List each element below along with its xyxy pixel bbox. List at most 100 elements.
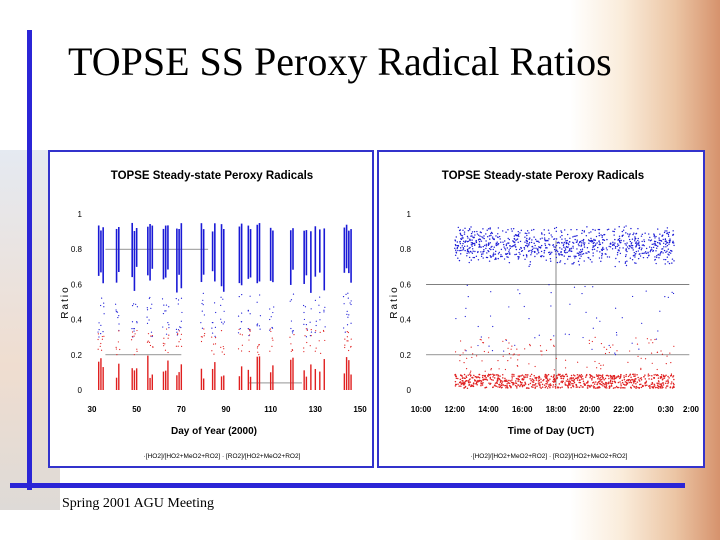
series-2-point xyxy=(459,360,461,362)
series-1-point xyxy=(499,238,501,240)
series-1-point xyxy=(632,255,635,257)
series-2-point xyxy=(567,380,569,382)
series-2-point xyxy=(494,382,497,384)
series-2-point xyxy=(673,345,675,347)
series-2-point xyxy=(545,380,548,382)
series-2-point xyxy=(543,378,545,381)
series-1-point xyxy=(640,248,643,251)
series-1-point xyxy=(523,305,525,308)
series-1-point xyxy=(517,258,520,260)
series-1-point xyxy=(498,235,501,238)
series-1-point xyxy=(587,251,590,253)
series-1-point xyxy=(468,247,470,250)
series-2-point xyxy=(269,350,271,352)
series-1-point xyxy=(599,242,601,244)
series-1-point xyxy=(626,242,628,244)
series-2-point xyxy=(658,385,660,388)
series-1-point xyxy=(626,260,628,262)
x-tick-label: 16:00 xyxy=(512,405,533,414)
series-1-point xyxy=(530,252,533,254)
series-2-point xyxy=(488,382,490,384)
series-1-point xyxy=(672,242,675,244)
series-1-point xyxy=(496,241,498,243)
series-2-point xyxy=(507,381,509,384)
series-2-point xyxy=(566,385,569,387)
series-2-point xyxy=(529,382,532,385)
series-2-point xyxy=(662,382,665,384)
series-2-point xyxy=(466,357,468,359)
series-2-point xyxy=(647,375,650,377)
series-2-point xyxy=(473,374,475,377)
series-1-point xyxy=(488,235,491,237)
series-1-point xyxy=(564,238,566,240)
series-1-point xyxy=(598,257,601,259)
series-2-point xyxy=(658,381,660,383)
series-1-point xyxy=(519,293,521,295)
series-1-point xyxy=(345,293,347,295)
series-1-point xyxy=(628,247,630,250)
series-1-point xyxy=(561,241,563,244)
series-2-point xyxy=(528,363,530,365)
series-1-point xyxy=(507,242,510,244)
series-2-point xyxy=(497,386,499,388)
series-2-point xyxy=(628,381,630,384)
series-2-point xyxy=(530,379,532,382)
series-1-point xyxy=(507,237,509,240)
series-2-point xyxy=(535,379,538,381)
series-1-point xyxy=(540,250,543,253)
series-1-point xyxy=(457,226,460,229)
series-2-point xyxy=(462,377,464,379)
series-1-point xyxy=(566,258,569,260)
series-1-point xyxy=(470,242,473,244)
series-1-point xyxy=(637,228,639,230)
series-2-point xyxy=(564,359,567,361)
series-1-point xyxy=(544,244,547,247)
series-2-point xyxy=(493,377,496,379)
series-2-point xyxy=(489,383,491,385)
series-1-point xyxy=(541,233,543,235)
series-2-point xyxy=(483,350,485,353)
series-1-point xyxy=(489,227,491,229)
series-2-point xyxy=(546,387,549,389)
series-1-point xyxy=(609,246,612,248)
series-1-point xyxy=(517,230,519,233)
series-1-point xyxy=(524,241,526,243)
series-1-point xyxy=(292,293,295,295)
series-1-point xyxy=(303,311,305,314)
series-1-point xyxy=(483,237,485,240)
series-2-point xyxy=(117,341,119,343)
series-1-point xyxy=(476,233,479,235)
series-2-point xyxy=(505,338,507,341)
series-2-point xyxy=(644,358,647,360)
series-1-point xyxy=(100,333,102,335)
series-1-point xyxy=(583,231,585,233)
series-1-point xyxy=(565,240,567,242)
series-2-point xyxy=(534,387,536,389)
series-2-point xyxy=(272,339,274,341)
series-1-point xyxy=(464,227,466,230)
series-2-point xyxy=(586,373,588,376)
series-1-point xyxy=(669,238,671,240)
series-1-point xyxy=(454,247,456,250)
series-2-point xyxy=(539,384,541,386)
series-2-point xyxy=(596,387,598,389)
series-1-point xyxy=(511,245,513,248)
series-2-point xyxy=(603,346,605,348)
series-1-point xyxy=(659,239,661,242)
series-1-point xyxy=(578,251,581,253)
series-1-point xyxy=(495,235,497,237)
series-1-point xyxy=(468,252,470,254)
series-2-point xyxy=(579,381,582,384)
y-tick-label: 0.4 xyxy=(400,316,412,325)
series-1-point xyxy=(573,261,575,264)
series-2-point xyxy=(638,383,641,386)
series-1-point xyxy=(237,315,240,317)
series-2-point xyxy=(464,349,466,351)
series-1-point xyxy=(489,315,492,317)
series-2-point xyxy=(645,381,647,384)
series-1-point xyxy=(497,227,500,229)
series-1-point xyxy=(649,240,652,242)
series-1-point xyxy=(534,238,537,241)
series-2-point xyxy=(164,343,166,345)
series-1-point xyxy=(667,261,669,263)
